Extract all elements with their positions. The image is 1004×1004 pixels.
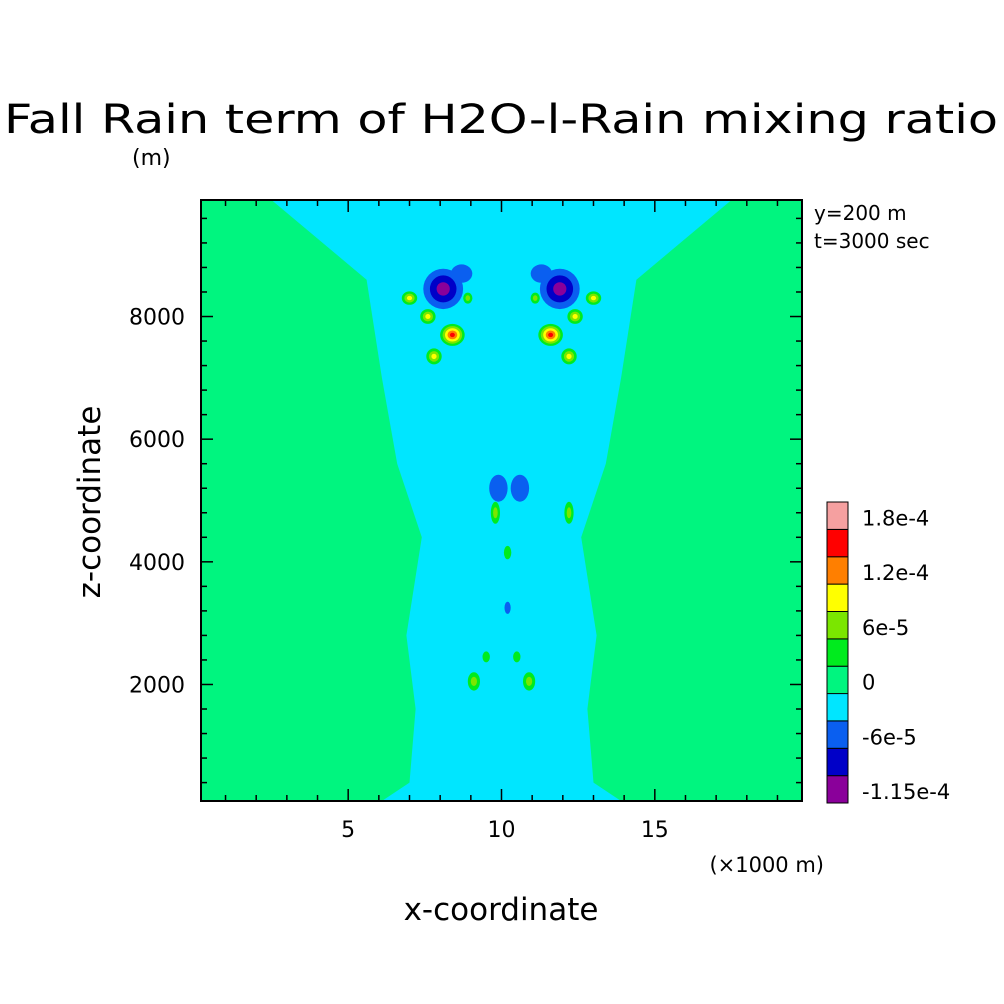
contour-blob-7-level-2: [406, 295, 413, 301]
y-tick-label: 6000: [129, 428, 185, 453]
contour-blob-17-level-1: [493, 507, 498, 519]
annotation-t: t=3000 sec: [814, 229, 930, 253]
y-axis-label: z-coordinate: [72, 406, 108, 599]
contour-blob-6-level-4: [548, 332, 554, 338]
contour-blob-14-level-1: [532, 295, 538, 301]
colorbar-swatch: [826, 638, 849, 667]
y-tick-label: 8000: [129, 306, 185, 331]
colorbar-swatch: [826, 720, 849, 749]
x-tick-label: 10: [488, 818, 516, 843]
x-unit-label: (×1000 m): [709, 853, 824, 877]
colorbar-swatch: [826, 501, 849, 530]
colorbar-swatch: [826, 665, 849, 695]
contour-blob-12-level-2: [566, 353, 572, 360]
plot-area: 5 10 15 2000 4000 6000 8000: [129, 199, 803, 843]
contour-blob-3-level-0: [450, 264, 473, 283]
colorbar-label: 1.8e-4: [862, 506, 929, 530]
field-layer: [271, 200, 732, 801]
contour-blob-1-level-2: [436, 282, 450, 296]
x-tick-label: 5: [341, 818, 355, 843]
contour-blob-19-level-0: [503, 545, 512, 560]
contour-blob-8-level-2: [590, 295, 597, 301]
colorbar-swatch: [826, 528, 849, 558]
contour-blob-4-level-0: [530, 264, 553, 283]
contour-blob-9-level-2: [425, 314, 431, 319]
y-ticks: 2000 4000 6000 8000: [129, 217, 802, 784]
x-tick-label: 15: [641, 818, 669, 843]
contour-blob-15-level-0: [489, 474, 508, 502]
contour-blob-20-level-0: [504, 601, 511, 614]
contour-blob-24-level-1: [526, 676, 533, 687]
annotation-y: y=200 m: [814, 201, 907, 225]
colorbar-swatch: [826, 775, 849, 804]
contour-blob-23-level-1: [470, 676, 477, 687]
colorbar-swatch: [826, 611, 849, 640]
contour-blob-5-level-4: [449, 332, 455, 338]
contour-blob-16-level-0: [510, 474, 530, 502]
colorbar-swatch: [826, 693, 849, 722]
colorbar-swatch: [826, 583, 849, 612]
colorbar-swatch: [826, 747, 849, 777]
colorbar-label: 0: [862, 671, 875, 695]
contour-blob-10-level-2: [572, 314, 578, 319]
x-axis-label: x-coordinate: [404, 892, 599, 928]
y-tick-label: 4000: [129, 551, 185, 576]
contour-blob-13-level-1: [465, 295, 471, 301]
chart-title: Fall Rain term of H2O-l-Rain mixing rati…: [4, 97, 998, 143]
colorbar-label: 1.2e-4: [862, 561, 929, 585]
colorbar-label: -1.15e-4: [862, 780, 950, 804]
contour-blob-21-level-0: [482, 651, 490, 663]
colorbar-label: 6e-5: [862, 616, 909, 640]
colorbar-label: -6e-5: [862, 725, 917, 749]
x-ticks: 5 10 15: [224, 200, 779, 843]
contour-blob-18-level-1: [566, 507, 572, 519]
title-unit: (m): [132, 146, 171, 171]
colorbar-swatch: [826, 556, 849, 585]
contour-blob-22-level-0: [513, 651, 521, 663]
colorbar: -1.15e-4 -6e-5 0 6e-5 1.2e-4 1.8e-4: [826, 501, 950, 804]
contour-blob-11-level-2: [431, 353, 437, 360]
contour-blob-2-level-2: [553, 282, 567, 296]
y-tick-label: 2000: [129, 673, 185, 698]
